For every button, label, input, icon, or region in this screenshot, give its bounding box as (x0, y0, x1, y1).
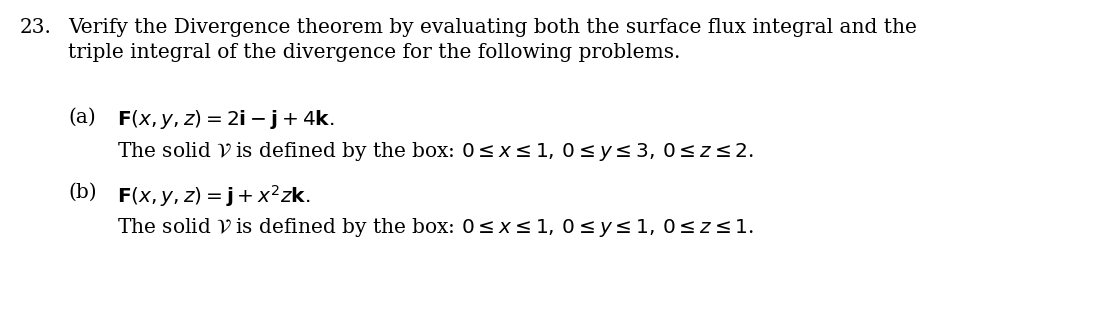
Text: 23.: 23. (20, 18, 52, 37)
Text: The solid $\mathcal{V}$ is defined by the box: $0 \leq x \leq 1,\, 0 \leq y \leq: The solid $\mathcal{V}$ is defined by th… (117, 140, 754, 163)
Text: Verify the Divergence theorem by evaluating both the surface flux integral and t: Verify the Divergence theorem by evaluat… (68, 18, 917, 37)
Text: $\mathbf{F}(x, y, z) = 2\mathbf{i} - \mathbf{j} + 4\mathbf{k}.$: $\mathbf{F}(x, y, z) = 2\mathbf{i} - \ma… (117, 108, 335, 131)
Text: (b): (b) (68, 183, 97, 202)
Text: $\mathbf{F}(x, y, z) = \mathbf{j} + x^2 z\mathbf{k}.$: $\mathbf{F}(x, y, z) = \mathbf{j} + x^2 … (117, 183, 311, 209)
Text: (a): (a) (68, 108, 96, 127)
Text: triple integral of the divergence for the following problems.: triple integral of the divergence for th… (68, 43, 680, 62)
Text: The solid $\mathcal{V}$ is defined by the box: $0 \leq x \leq 1,\, 0 \leq y \leq: The solid $\mathcal{V}$ is defined by th… (117, 216, 754, 239)
